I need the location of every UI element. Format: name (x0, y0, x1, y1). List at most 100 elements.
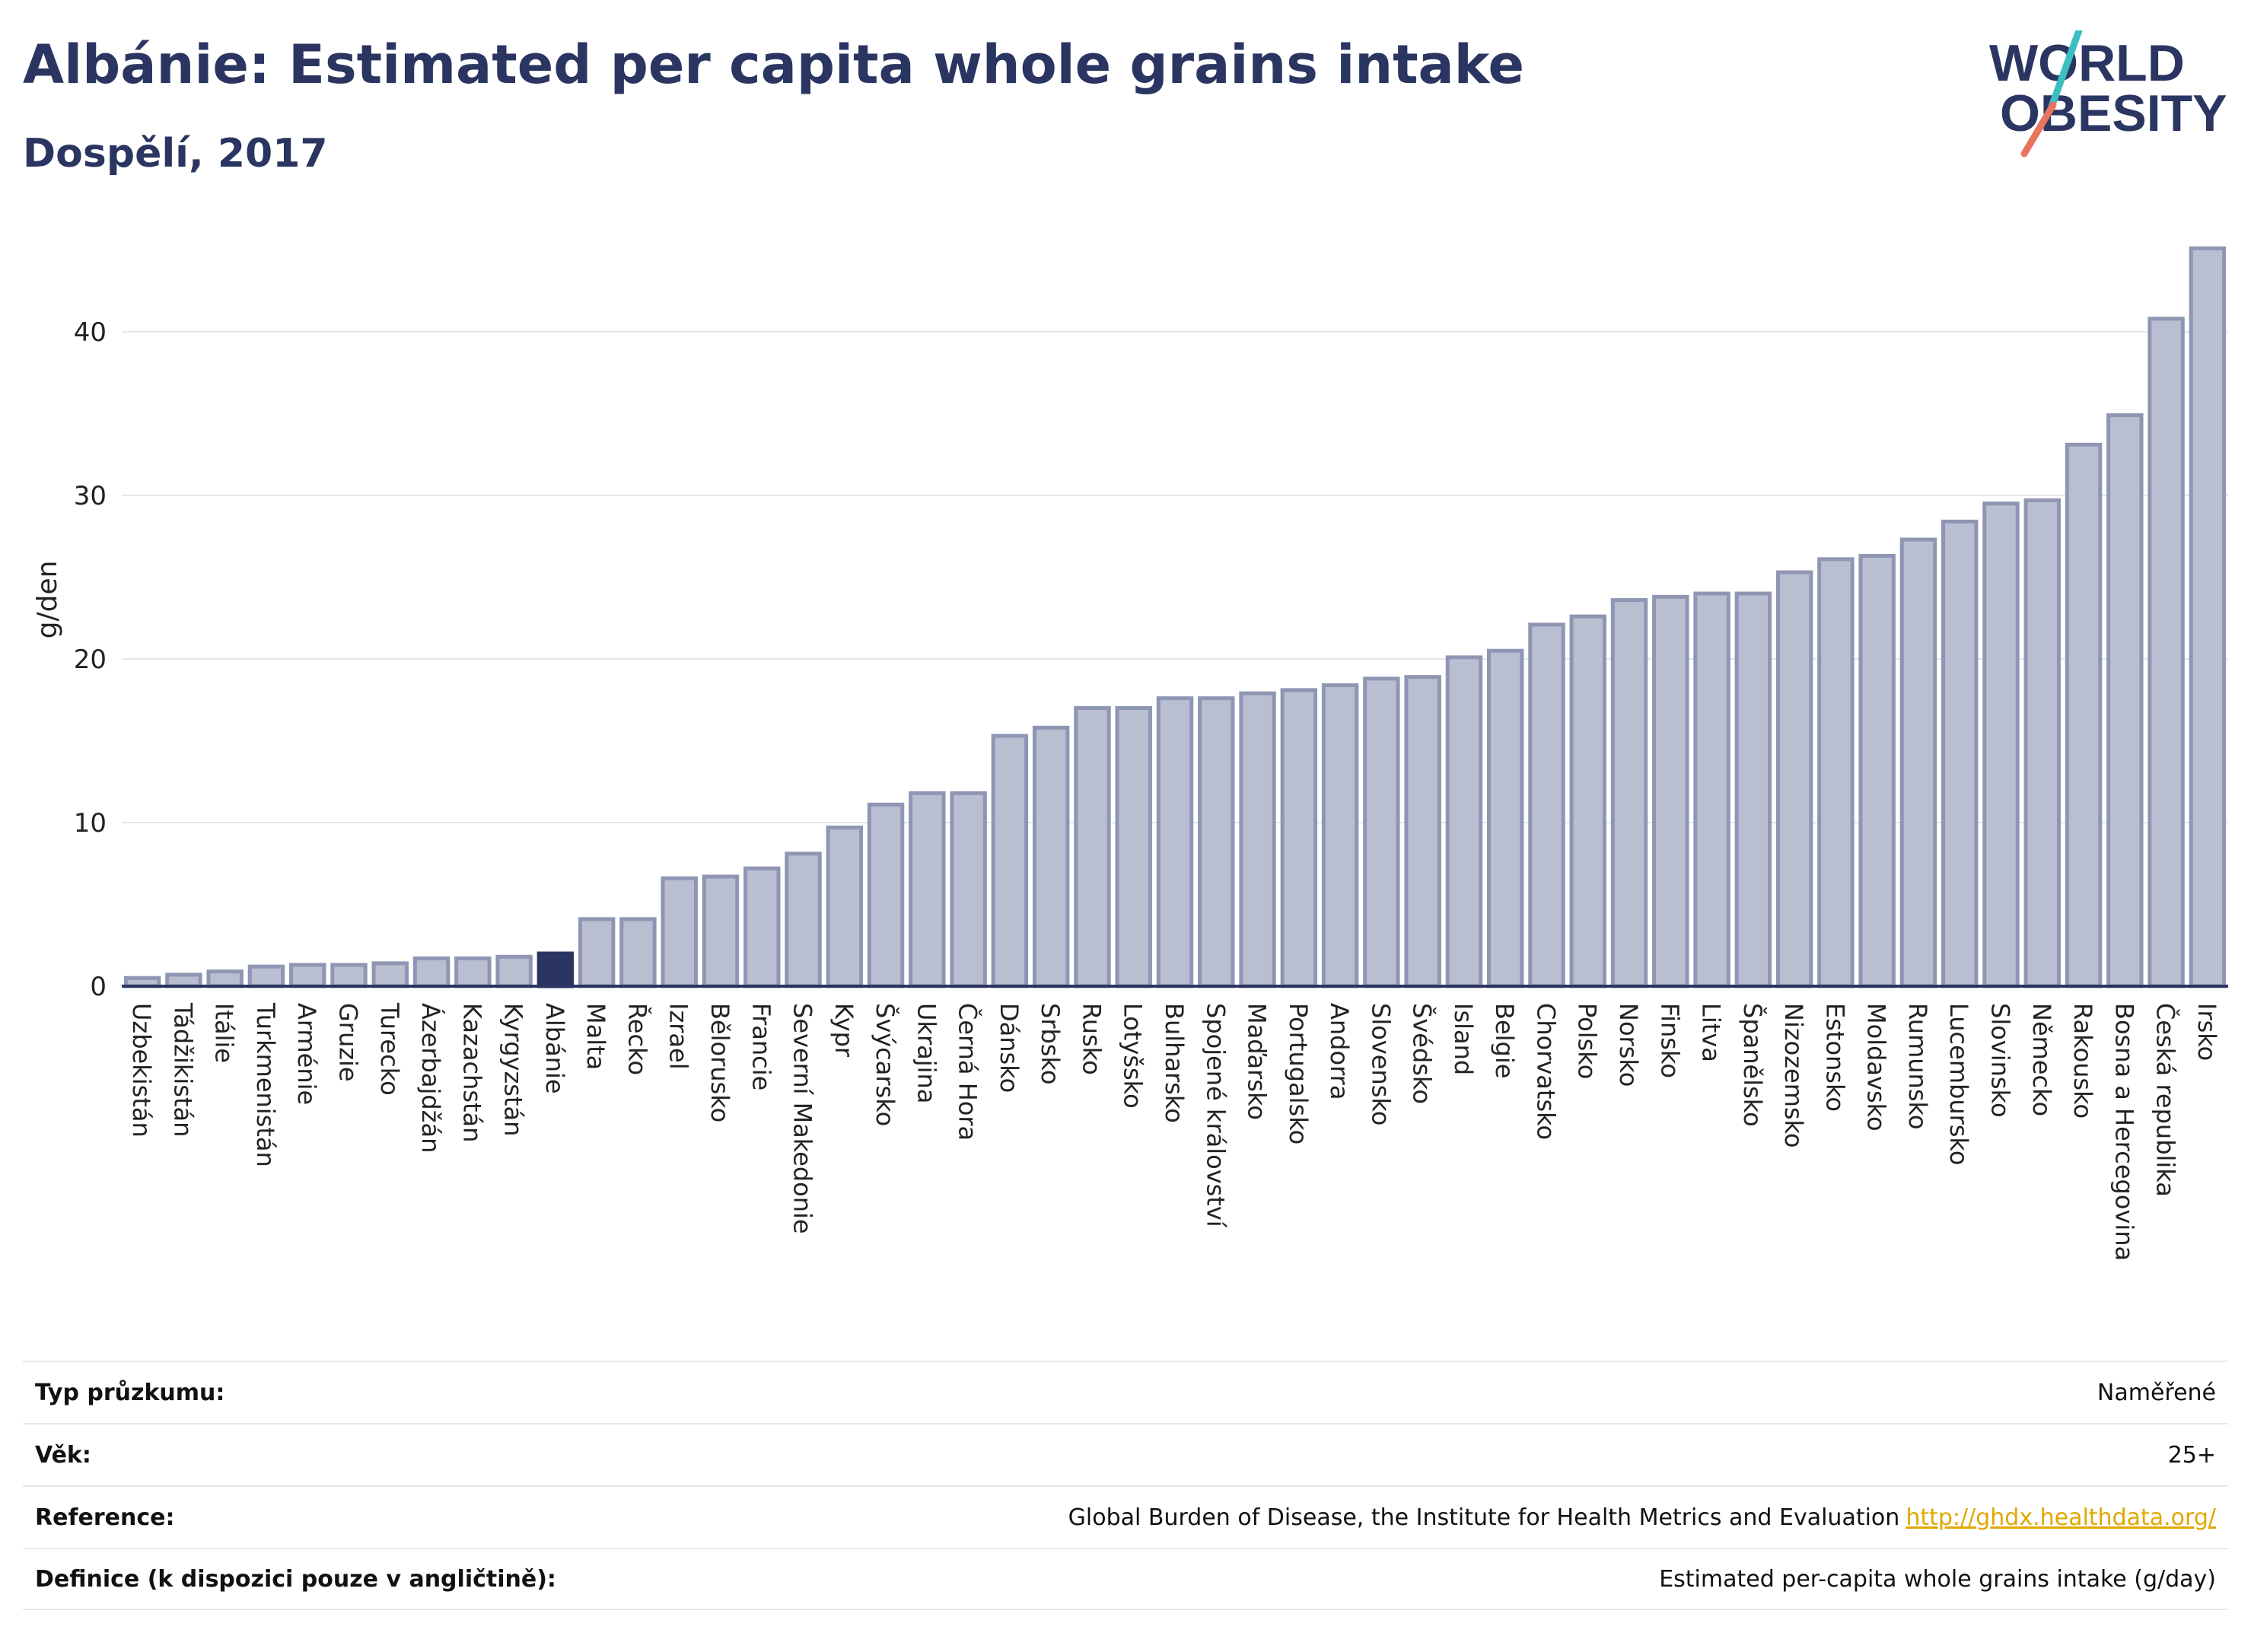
x-tick-label: Moldavsko (1862, 1003, 1891, 1132)
bar (909, 791, 946, 988)
x-tick-label: Izrael (664, 1003, 693, 1070)
reference-link[interactable]: http://ghdx.healthdata.org/ (1906, 1504, 2216, 1531)
x-tick-label: Ázerbajdžán (416, 1003, 445, 1153)
bar (1899, 537, 1937, 988)
info-table: Typ průzkumu: Naměřené Věk: 25+ Referenc… (23, 1361, 2228, 1610)
x-tick-label: Dánsko (995, 1003, 1024, 1093)
x-tick-label: Srbsko (1036, 1003, 1065, 1084)
bar (2106, 413, 2144, 988)
bar (785, 851, 822, 988)
bar (247, 964, 285, 988)
bar-chart: 0 10 20 30 40 Uzbekistán Tádžikistán Itálie Turk… (32, 246, 2228, 1261)
x-tick-label: Malta (581, 1003, 610, 1070)
x-tick-label: Lucembursko (1944, 1003, 1973, 1165)
x-tick-label: Švýcarsko (871, 1003, 900, 1126)
info-value: 25+ (2167, 1441, 2216, 1469)
x-tick-label: Bosna a Hercegovina (2109, 1003, 2138, 1261)
x-tick-label: Slovensko (1366, 1003, 1395, 1125)
bar (165, 972, 202, 988)
x-tick-label: Rusko (1077, 1003, 1106, 1075)
logo-slash-teal (2048, 30, 2083, 110)
bar (2065, 442, 2103, 988)
bar (206, 969, 244, 988)
bar (371, 961, 409, 988)
bar (412, 956, 451, 988)
x-tick-label: Francie (747, 1003, 775, 1090)
bar (1198, 696, 1235, 988)
logo-line-1: WORLD (1989, 34, 2185, 92)
bar (1693, 591, 1730, 988)
info-row-age: Věk: 25+ (23, 1423, 2228, 1485)
bar (1486, 648, 1524, 988)
x-tick-label: Uzbekistán (127, 1003, 156, 1138)
info-value: Estimated per-capita whole grains intake… (1659, 1565, 2216, 1593)
x-tick-label: Lotyšsko (1119, 1003, 1148, 1109)
info-row-reference: Reference: Global Burden of Disease, the… (23, 1485, 2228, 1548)
bar (1610, 598, 1648, 988)
bar (1528, 622, 1565, 988)
reference-text: Global Burden of Disease, the Institute … (1068, 1504, 1900, 1531)
bar (495, 954, 533, 988)
axes: 0 10 20 30 40 Uzbekistán Tádžikistán Itálie Turk… (74, 317, 2228, 1261)
bar (1074, 706, 1111, 988)
bar (330, 963, 368, 988)
logo-slash-coral (2020, 101, 2057, 158)
x-tick-label: Severní Makedonie (788, 1003, 817, 1234)
info-label: Definice (k dispozici pouze v angličtině… (35, 1565, 556, 1593)
bar (1032, 725, 1070, 988)
y-tick-label: 30 (74, 481, 107, 511)
x-tick-label: Švédsko (1408, 1003, 1438, 1104)
info-row-survey-type: Typ průzkumu: Naměřené (23, 1361, 2228, 1423)
x-tick-label: Belgie (1490, 1003, 1519, 1078)
x-tick-label: Bělorusko (705, 1003, 734, 1122)
x-tick-label: Albánie (540, 1003, 569, 1094)
info-label: Věk: (35, 1441, 91, 1469)
x-tick-label: Černá Hora (954, 1003, 983, 1141)
x-tick-label: Finsko (1655, 1003, 1684, 1078)
x-tick-label: Estonsko (1820, 1003, 1849, 1112)
x-tick-label: Itálie (210, 1003, 239, 1063)
bar (289, 963, 326, 988)
bar (1817, 557, 1855, 988)
bar (1858, 554, 1896, 988)
x-tick-label: Chorvatsko (1531, 1003, 1560, 1140)
bar (1363, 676, 1400, 988)
bar (1982, 501, 2020, 988)
bar (2023, 498, 2061, 988)
info-row-definition: Definice (k dispozici pouze v angličtině… (23, 1548, 2228, 1610)
x-tick-label: Maďarsko (1243, 1003, 1272, 1120)
x-tick-label: Norsko (1614, 1003, 1643, 1087)
bar (454, 956, 492, 988)
y-tick-label: 40 (74, 317, 107, 348)
bar (950, 791, 987, 988)
x-tick-label: Kypr (829, 1003, 858, 1058)
x-tick-label: Irsko (2192, 1003, 2221, 1061)
y-axis-label: g/den (32, 561, 63, 639)
x-tick-label: Španělsko (1738, 1003, 1768, 1127)
bars (123, 246, 2227, 988)
bar (1239, 691, 1276, 988)
y-tick-label: 20 (74, 645, 107, 675)
x-tick-label: Island (1449, 1003, 1478, 1075)
bar (1445, 655, 1483, 988)
x-tick-label: Litva (1697, 1003, 1726, 1062)
x-tick-label: Polsko (1573, 1003, 1602, 1079)
x-tick-label: Andorra (1325, 1003, 1354, 1100)
y-tick-label: 0 (90, 972, 107, 1002)
bar (1734, 591, 1772, 988)
bar (619, 917, 657, 988)
page-title: Albánie: Estimated per capita whole grai… (23, 33, 1524, 96)
bar (578, 917, 616, 988)
x-tick-label: Turkmenistán (251, 1002, 280, 1167)
x-tick-label: Gruzie (334, 1003, 363, 1082)
bar (1775, 570, 1813, 988)
bar (1404, 675, 1441, 988)
bar (1280, 688, 1318, 988)
x-tick-label: Kazachstán (457, 1003, 486, 1142)
x-tick-label: Rumunsko (1903, 1003, 1932, 1129)
info-label: Reference: (35, 1504, 175, 1531)
bar (1652, 594, 1689, 988)
x-tick-label: Ukrajina (912, 1003, 941, 1103)
world-obesity-logo: WORLD OBESITY (1989, 30, 2227, 158)
bar (661, 876, 698, 988)
